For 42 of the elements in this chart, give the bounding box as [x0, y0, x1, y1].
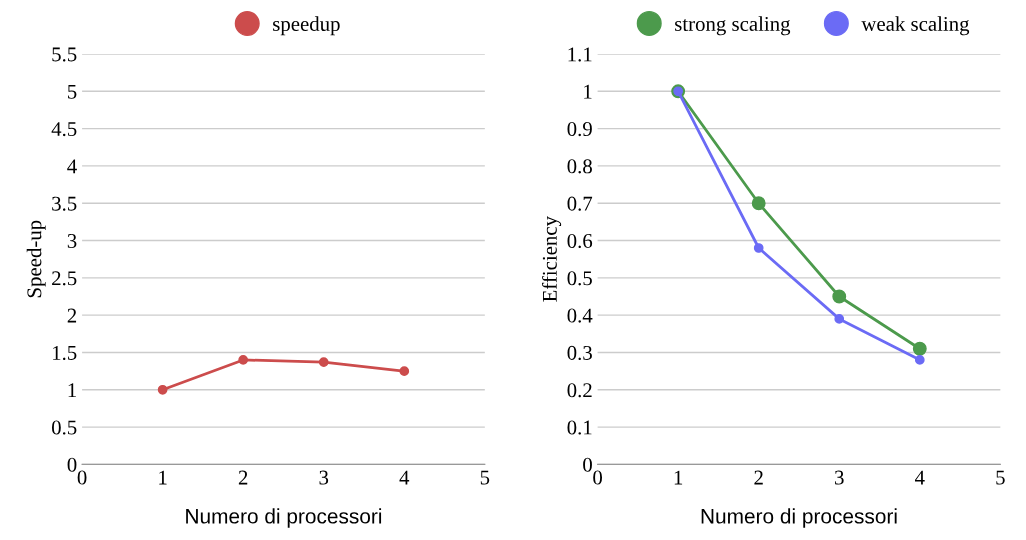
y-tick-label: 0.5 — [51, 420, 77, 435]
y-tick-label: 1.5 — [53, 345, 77, 360]
x-axis-title: Numero di processori — [701, 508, 897, 528]
y-tick-label: 5.5 — [52, 47, 77, 62]
x-tick-label: 5 — [996, 470, 1005, 485]
y-tick-label: 0 — [67, 457, 77, 472]
legend-label: strong scaling — [675, 16, 791, 36]
y-tick-label: 4.5 — [51, 122, 77, 137]
y-tick-label: 0.5 — [567, 271, 592, 286]
y-tick-label: 0.8 — [567, 159, 592, 174]
y-axis-title: Efficiency — [541, 216, 562, 302]
x-tick-label: 2 — [238, 470, 248, 485]
x-tick-label: 3 — [319, 470, 329, 485]
y-tick-label: 0.3 — [567, 345, 592, 360]
x-tick-label: 4 — [915, 470, 925, 485]
y-tick-label: 0.6 — [567, 233, 593, 249]
y-tick-label: 3.5 — [52, 196, 77, 211]
x-tick-label: 1 — [674, 470, 683, 485]
x-axis-title: Numero di processori — [186, 508, 382, 528]
x-tick-label: 2 — [754, 470, 763, 485]
y-tick-label: 0.2 — [567, 383, 592, 398]
y-tick-label: 3 — [67, 233, 77, 248]
y-tick-label: 2 — [67, 308, 77, 323]
y-tick-label: 4 — [67, 159, 77, 174]
legend-label: speedup — [273, 16, 340, 36]
x-tick-label: 1 — [159, 470, 167, 485]
x-tick-label: 4 — [399, 470, 410, 485]
y-axis-title: Speed-up — [26, 220, 46, 298]
y-tick-label: 2.5 — [52, 271, 77, 286]
y-tick-label: 1.1 — [568, 47, 592, 62]
y-tick-label: 0.7 — [567, 196, 593, 211]
y-tick-label: 0.1 — [567, 420, 592, 435]
y-tick-label: 5 — [68, 84, 77, 99]
y-tick-label: 0.4 — [567, 308, 593, 323]
y-tick-label: 1 — [68, 383, 76, 398]
y-tick-label: 0 — [583, 457, 592, 472]
x-tick-label: 0 — [593, 470, 603, 485]
y-tick-label: 0.9 — [567, 121, 592, 137]
y-tick-label: 1 — [584, 84, 592, 99]
x-tick-label: 5 — [480, 470, 490, 485]
x-tick-label: 3 — [835, 470, 844, 485]
legend-label: weak scaling — [861, 16, 970, 36]
